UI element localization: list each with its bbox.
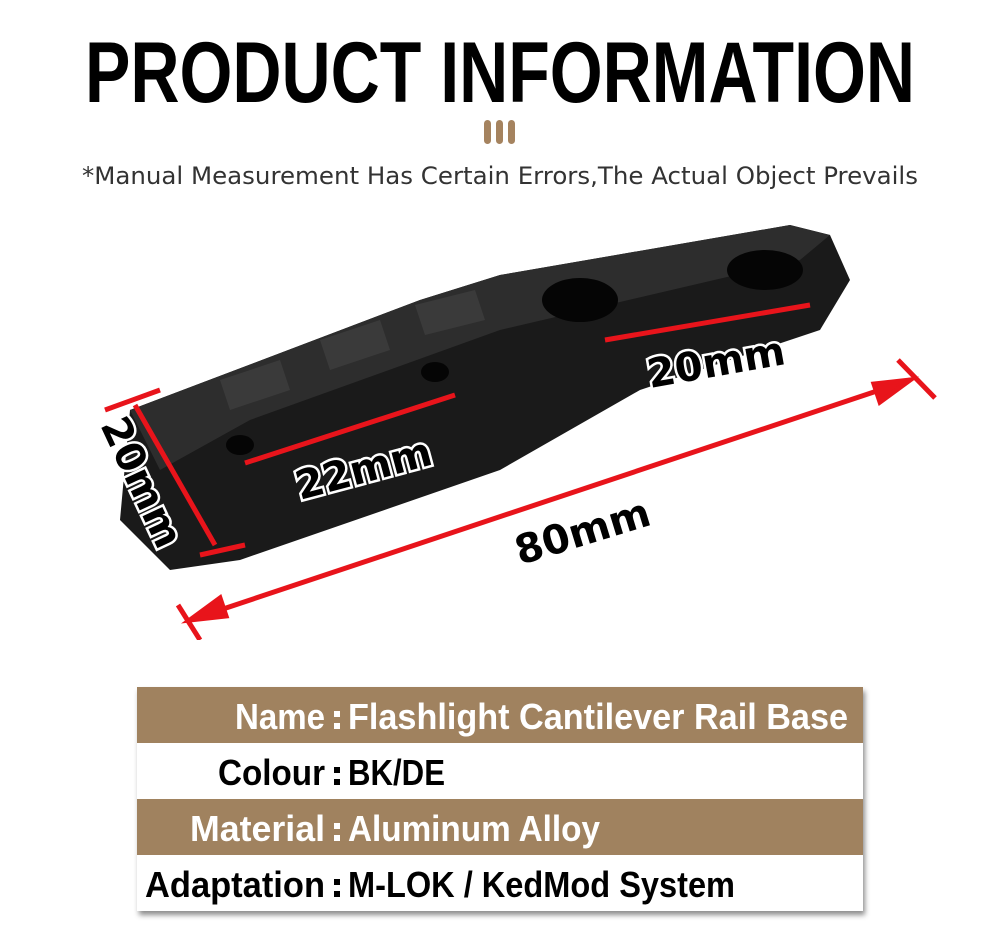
spec-row-name: Name Flashlight Cantilever Rail Base	[137, 687, 863, 743]
dimension-length: 80mm	[509, 490, 655, 575]
spec-value: BK/DE	[348, 752, 445, 793]
header: PRODUCT INFORMATION *Manual Measurement …	[82, 25, 918, 190]
divider-bars-icon	[484, 120, 515, 144]
dimension-arrows	[104, 302, 937, 640]
spec-value: Aluminum Alloy	[348, 808, 600, 849]
measurement-note: *Manual Measurement Has Certain Errors,T…	[82, 162, 918, 190]
product-image: 20mm 22mm 20mm 80mm	[88, 225, 937, 640]
spec-value: Flashlight Cantilever Rail Base	[348, 696, 848, 737]
page-title: PRODUCT INFORMATION	[85, 25, 915, 121]
rail-base-body	[120, 225, 850, 570]
spec-label: Adaptation	[145, 864, 325, 905]
spec-label: Colour	[218, 752, 325, 793]
spec-row-adaptation: Adaptation M-LOK / KedMod System	[137, 855, 863, 911]
spec-row-material: Material Aluminum Alloy	[137, 799, 863, 855]
spec-label: Material	[190, 808, 325, 849]
spec-value: M-LOK / KedMod System	[348, 864, 735, 905]
spec-row-colour: Colour BK/DE	[137, 743, 863, 799]
spec-table: Name Flashlight Cantilever Rail Base Col…	[137, 687, 863, 911]
spec-label: Name	[235, 696, 325, 737]
